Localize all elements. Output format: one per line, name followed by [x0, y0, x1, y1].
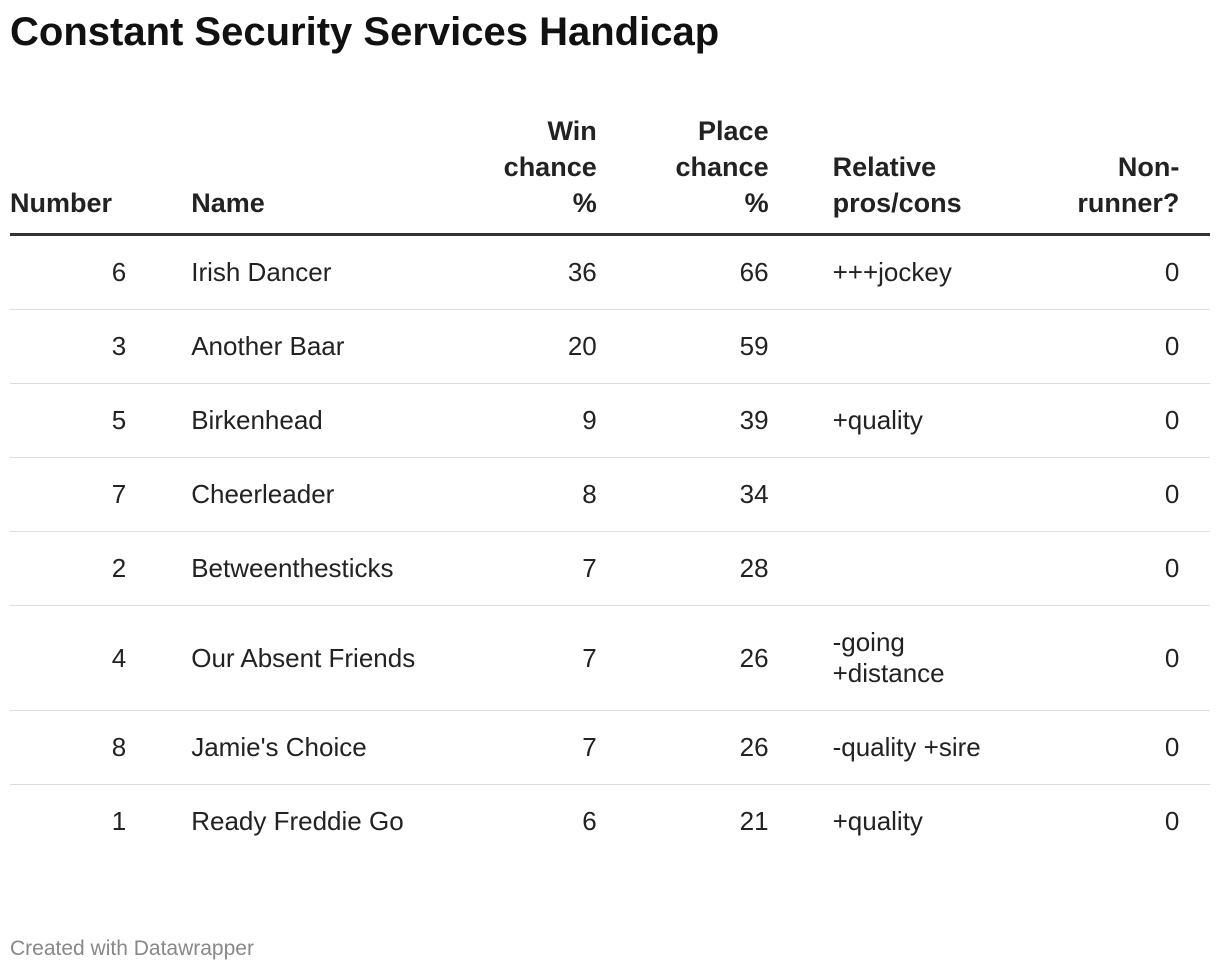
- table-cell: -going +distance: [788, 605, 992, 711]
- column-header: Relative pros/cons: [788, 112, 992, 236]
- table-cell: 10/: [1199, 383, 1210, 458]
- table-cell: 59: [616, 309, 789, 384]
- table-cell: 36: [429, 234, 617, 310]
- table-cell: 0: [991, 531, 1200, 606]
- table-cell: +quality: [832, 806, 923, 836]
- table-head: Number Name Win chance % Place chance % Rela…: [10, 112, 1210, 236]
- table-cell: 3: [10, 309, 147, 384]
- table-cell: 20: [429, 309, 617, 384]
- table-cell: 6: [582, 806, 597, 836]
- table-cell: 0: [991, 383, 1200, 458]
- table-cell: 6: [10, 234, 147, 310]
- table-cell: 9/2: [1199, 309, 1210, 384]
- table-container: Number Name Win chance % Place chance % Rela…: [10, 112, 1210, 858]
- table-cell: Cheerleader: [146, 457, 430, 532]
- table-cell: 0: [991, 457, 1200, 532]
- table-cell: 21: [739, 806, 769, 836]
- table-cell: 28: [616, 531, 789, 606]
- table-cell: 0: [991, 309, 1200, 384]
- table-cell: 14/: [1199, 605, 1210, 711]
- table-cell: 14/: [1199, 531, 1210, 606]
- table-cell: 8: [10, 710, 147, 785]
- table: Number Name Win chance % Place chance % Rela…: [10, 112, 1210, 858]
- table-cell: [788, 309, 992, 384]
- table-cell: Betweenthesticks: [146, 531, 430, 606]
- table-cell: [788, 457, 992, 532]
- table-cell: +quality: [788, 383, 992, 458]
- column-header: Non-runner?: [991, 112, 1200, 236]
- table-cell: 1: [111, 806, 127, 836]
- table-cell: 15/: [1199, 785, 1210, 859]
- table-cell: 2: [10, 531, 147, 606]
- table-cell: 7: [429, 531, 617, 606]
- table-cell: 7: [429, 710, 617, 785]
- table-cell: +++jockey: [788, 234, 992, 310]
- table-cell: 39: [616, 383, 789, 458]
- table-cell: 9: [429, 383, 617, 458]
- table-row: 1 Ready Freddie Go 6 21 +quality 0 15/: [10, 785, 1210, 859]
- header-row: Number Name Win chance % Place chance % Rela…: [10, 112, 1210, 236]
- table-cell: Jamie's Choice: [146, 710, 430, 785]
- table-cell: 4: [10, 605, 147, 711]
- table-cell: 26: [616, 605, 789, 711]
- table-cell: 7: [429, 605, 617, 711]
- table-cell: [788, 531, 992, 606]
- table-cell: 14/: [1199, 710, 1210, 785]
- table-cell: -quality +sire: [788, 710, 992, 785]
- column-header: Mo od: [1199, 112, 1210, 236]
- table-cell: 7: [10, 457, 147, 532]
- column-header: Number: [10, 112, 147, 236]
- table-cell: Another Baar: [146, 309, 430, 384]
- table-cell: 0: [991, 234, 1200, 310]
- table-cell: 66: [616, 234, 789, 310]
- table-cell: Ready Freddie Go: [191, 806, 404, 836]
- title: Constant Security Services Handicap: [10, 10, 720, 54]
- table-cell: 0: [1164, 806, 1180, 836]
- credit: Created with Datawrapper: [10, 937, 254, 960]
- column-header: Win chance %: [429, 112, 617, 236]
- table-cell: Irish Dancer: [146, 234, 430, 310]
- column-header: Name: [146, 112, 430, 236]
- column-header: Place chance %: [616, 112, 789, 236]
- table-cell: 5: [10, 383, 147, 458]
- table-cell: 0: [991, 710, 1200, 785]
- table-cell: 26: [616, 710, 789, 785]
- table-cell: 8: [429, 457, 617, 532]
- table-cell: 34: [616, 457, 789, 532]
- table-cell: 15/: [1199, 234, 1210, 310]
- table-cell: Our Absent Friends: [146, 605, 430, 711]
- table-cell: 11/: [1199, 457, 1210, 532]
- table-cell: Birkenhead: [146, 383, 430, 458]
- table-cell: 0: [991, 605, 1200, 711]
